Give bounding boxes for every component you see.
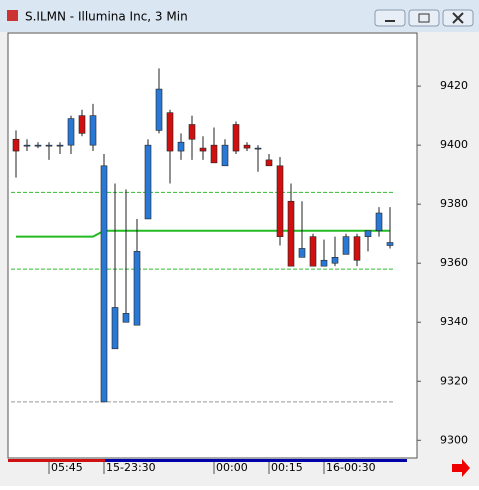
candle-body (287, 200, 295, 267)
candle-body (353, 236, 361, 261)
x-tick-label: 00:15 (271, 461, 303, 474)
candle-body (342, 236, 350, 255)
x-tick-label: 16-00:30 (326, 461, 376, 474)
candle-body (155, 88, 163, 131)
app-icon (7, 10, 18, 21)
y-tick-label: 9300 (440, 433, 468, 446)
candle-body (122, 313, 130, 323)
x-tick-label: 00:00 (216, 461, 248, 474)
candle-body (276, 165, 284, 237)
candle-body (56, 144, 64, 147)
candle-body (199, 147, 207, 152)
close-icon (452, 12, 464, 24)
candle-body (375, 212, 383, 232)
candle-body (331, 257, 339, 264)
candle-body (45, 144, 53, 147)
candle-body (133, 251, 141, 326)
candle-body (177, 141, 185, 152)
candle-body (386, 242, 394, 246)
candle-body (221, 144, 229, 167)
y-tick-label: 9380 (440, 197, 468, 210)
candle-body (265, 159, 273, 167)
scroll-bar-left (8, 459, 105, 462)
candle-body (111, 307, 119, 350)
candle-body (67, 118, 75, 146)
candle-body (309, 236, 317, 267)
window-title: S.ILMN - Illumina Inc, 3 Min (25, 10, 188, 24)
y-tick-label: 9420 (440, 79, 468, 92)
maximize-button[interactable] (408, 9, 440, 27)
y-tick-label: 9400 (440, 138, 468, 151)
candle-body (298, 248, 306, 258)
minimize-button[interactable] (374, 9, 406, 27)
y-tick-label: 9320 (440, 374, 468, 387)
candle-body (23, 144, 31, 147)
candle-body (320, 259, 328, 267)
candle-body (364, 230, 372, 237)
candle-body (232, 124, 240, 152)
candle-body (166, 112, 174, 152)
scroll-bar-right (105, 459, 407, 462)
candle-body (34, 144, 42, 147)
y-tick-label: 9360 (440, 256, 468, 269)
candle-body (188, 124, 196, 140)
y-tick-label: 9340 (440, 315, 468, 328)
candle-body (100, 165, 108, 403)
candle-body (78, 115, 86, 134)
candle-body (144, 144, 152, 220)
candle-body (210, 144, 218, 164)
candle-body (89, 115, 97, 146)
candle-body (12, 138, 20, 152)
candle-body (254, 147, 262, 150)
candle-body (243, 144, 251, 149)
x-tick-label: 05:45 (51, 461, 83, 474)
scroll-arrow[interactable] (452, 459, 470, 477)
x-tick-label: 15-23:30 (106, 461, 156, 474)
overlay-line (16, 229, 390, 238)
maximize-icon (418, 13, 430, 23)
